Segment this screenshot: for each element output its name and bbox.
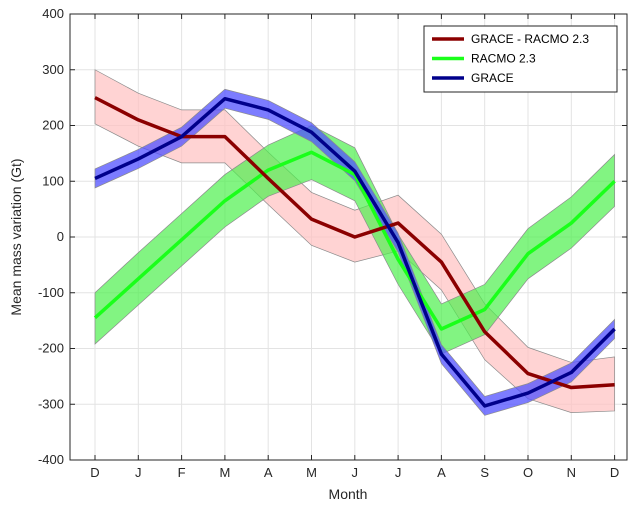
y-tick-label: 200	[42, 118, 64, 133]
axis-ticks: D J F M A M J J A S O N D -400 -300 -200 -100 0 100 200 300 4…	[38, 6, 627, 480]
y-tick-label: -300	[38, 396, 64, 411]
x-tick-label: A	[264, 465, 273, 480]
x-tick-label: J	[352, 465, 359, 480]
y-tick-label: 100	[42, 173, 64, 188]
series-line	[94, 96, 616, 408]
series-band	[94, 88, 615, 416]
y-tick-label: -100	[38, 285, 64, 300]
x-tick-label: M	[306, 465, 317, 480]
legend-label: GRACE - RACMO 2.3	[471, 32, 589, 46]
legend-label: RACMO 2.3	[471, 52, 536, 66]
legend-label: GRACE	[471, 71, 514, 85]
x-axis-title: Month	[329, 486, 368, 502]
x-tick-label: S	[480, 465, 489, 480]
x-tick-label: M	[219, 465, 230, 480]
y-tick-label: 0	[57, 229, 64, 244]
y-tick-label: -400	[38, 452, 64, 467]
x-tick-label: O	[523, 465, 533, 480]
y-axis-title: Mean mass variation (Gt)	[8, 158, 24, 315]
x-tick-label: F	[178, 465, 186, 480]
series-band	[94, 125, 615, 355]
x-tick-label: J	[135, 465, 142, 480]
x-tick-label: N	[567, 465, 576, 480]
series-lines	[93, 96, 616, 408]
x-tick-label: J	[395, 465, 402, 480]
y-tick-label: 400	[42, 6, 64, 21]
x-tick-label: A	[437, 465, 446, 480]
legend: GRACE - RACMO 2.3 RACMO 2.3 GRACE	[423, 25, 618, 93]
y-tick-label: 300	[42, 62, 64, 77]
y-tick-label: -200	[38, 341, 64, 356]
x-tick-label: D	[610, 465, 619, 480]
x-tick-label: D	[90, 465, 99, 480]
